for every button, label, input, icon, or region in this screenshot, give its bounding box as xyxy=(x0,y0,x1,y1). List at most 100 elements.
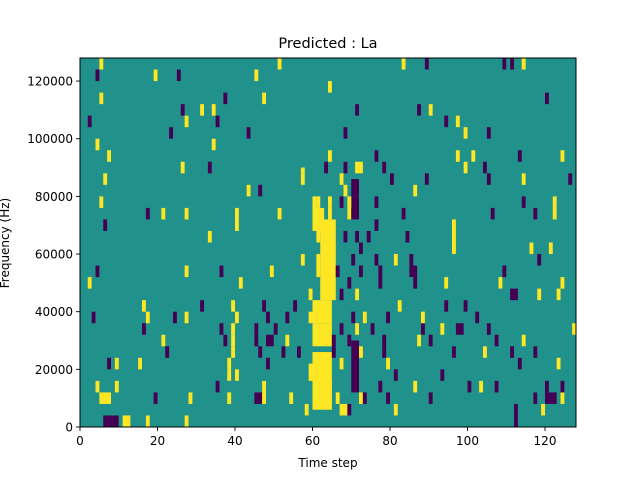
heatmap-cell xyxy=(95,69,100,82)
heatmap-cell xyxy=(122,415,131,427)
heatmap-cell xyxy=(184,311,189,324)
heatmap-cell xyxy=(227,357,232,370)
heatmap-cell xyxy=(215,115,220,128)
heatmap-cell xyxy=(572,323,577,335)
x-tick-label: 20 xyxy=(150,434,165,448)
heatmap-cell xyxy=(502,265,507,278)
heatmap-cell xyxy=(378,380,383,393)
heatmap-cell xyxy=(316,254,321,278)
heatmap-cell xyxy=(556,288,561,301)
heatmap-cell xyxy=(254,334,259,347)
heatmap-cell xyxy=(107,357,112,370)
heatmap-cell xyxy=(413,184,418,197)
heatmap-cell xyxy=(378,277,383,289)
heatmap-cell xyxy=(382,161,387,174)
heatmap-cell xyxy=(537,288,542,301)
heatmap-cell xyxy=(413,380,418,393)
heatmap-cell xyxy=(359,392,363,404)
heatmap-cell xyxy=(533,392,538,404)
heatmap-cell xyxy=(382,346,387,358)
heatmap-cell xyxy=(409,254,414,266)
y-tick-label: 100000 xyxy=(27,132,73,146)
heatmap-cell xyxy=(510,346,515,358)
heatmap-cell xyxy=(560,392,565,404)
heatmap-cell xyxy=(405,230,410,243)
heatmap-cell xyxy=(560,150,565,162)
heatmap-cell xyxy=(335,265,340,278)
heatmap-cell xyxy=(343,230,348,243)
heatmap-cell xyxy=(95,380,100,393)
heatmap-cell xyxy=(366,230,371,243)
heatmap-cell xyxy=(176,69,181,82)
heatmap-cell xyxy=(374,150,379,162)
heatmap-cell xyxy=(401,207,406,220)
heatmap-cell xyxy=(231,300,236,312)
heatmap-cell xyxy=(521,334,526,347)
heatmap-cell xyxy=(285,311,290,324)
heatmap-cell xyxy=(316,196,321,208)
heatmap-cell xyxy=(114,380,119,393)
heatmap-cell xyxy=(300,167,305,174)
x-tick-label: 80 xyxy=(382,434,397,448)
heatmap-cell xyxy=(343,161,348,174)
heatmap-cell xyxy=(138,357,143,370)
y-tick-label: 0 xyxy=(65,421,73,435)
heatmap-cell xyxy=(486,173,491,185)
heatmap-cell xyxy=(355,104,360,116)
heatmap-cell xyxy=(324,242,329,255)
heatmap-cell xyxy=(545,392,557,404)
heatmap-cell xyxy=(293,300,298,312)
heatmap-cell xyxy=(184,115,189,128)
heatmap-cell xyxy=(300,173,305,185)
heatmap-cell xyxy=(486,127,491,139)
heatmap-cell xyxy=(316,230,321,243)
heatmap-cell xyxy=(463,300,468,312)
heatmap-cell xyxy=(320,219,336,301)
heatmap-cell xyxy=(312,196,317,220)
heatmap-cell xyxy=(347,207,352,220)
heatmap-cell xyxy=(145,311,150,324)
heatmap-cell xyxy=(188,392,193,404)
heatmap-cell xyxy=(308,288,313,301)
heatmap-cell xyxy=(452,242,456,255)
heatmap-cell xyxy=(262,92,267,105)
heatmap-cell xyxy=(103,173,108,185)
heatmap-cell xyxy=(231,323,236,335)
heatmap-cell xyxy=(200,104,205,116)
heatmap-cell xyxy=(359,346,363,358)
heatmap-cell xyxy=(235,219,239,231)
heatmap-cell xyxy=(510,58,515,70)
heatmap-cell xyxy=(180,104,185,116)
y-axis: 0 20000 40000 60000 80000 100000 120000 xyxy=(27,75,80,435)
heatmap-cell xyxy=(401,58,406,70)
x-tick-label: 40 xyxy=(227,434,242,448)
heatmap-cell xyxy=(266,311,270,324)
heatmap-cell xyxy=(386,311,391,324)
heatmap-cell xyxy=(223,334,228,347)
heatmap-cell xyxy=(514,403,518,427)
heatmap-cell xyxy=(347,277,352,289)
heatmap-cell xyxy=(211,104,216,116)
heatmap-cell xyxy=(145,207,150,220)
heatmap-cell xyxy=(355,323,360,335)
heatmap-cell xyxy=(370,323,375,335)
heatmap-cell xyxy=(300,254,305,266)
heatmap-cell xyxy=(114,357,119,370)
y-tick-label: 60000 xyxy=(35,248,73,262)
heatmap-cell xyxy=(471,150,476,162)
heatmap-cell xyxy=(552,196,557,208)
heatmap-cell xyxy=(219,265,224,278)
heatmap-cell xyxy=(343,184,348,197)
heatmap-cell xyxy=(95,265,100,278)
x-axis-label: Time step xyxy=(297,456,357,470)
heatmap-cell xyxy=(362,392,367,404)
heatmap-cell xyxy=(331,346,336,358)
heatmap-cell xyxy=(254,323,259,335)
heatmap-cell xyxy=(142,323,146,335)
heatmap-cell xyxy=(308,311,313,324)
x-axis: 0 20 40 60 80 100 120 xyxy=(76,427,556,448)
heatmap-cell xyxy=(548,242,553,255)
heatmap-cell xyxy=(455,323,464,335)
heatmap-cell xyxy=(382,334,387,347)
